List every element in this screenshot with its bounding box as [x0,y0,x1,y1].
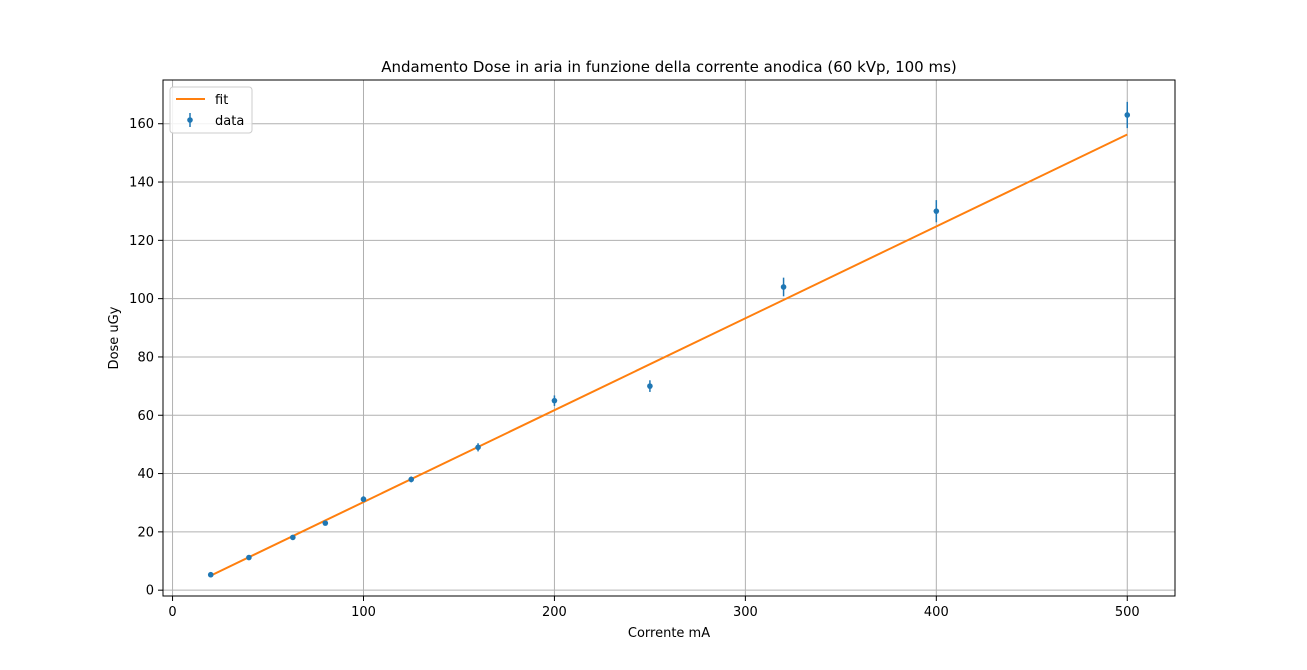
plot-area-frame [162,79,1176,597]
data-point [475,444,481,451]
legend-data-marker-swatch [187,117,193,123]
data-point [322,520,329,526]
y-tick-label: 60 [137,409,154,424]
data-point [408,476,415,483]
y-tick-label: 0 [146,584,154,599]
grid [163,80,1175,596]
data-point [551,397,558,404]
y-tick-label: 40 [137,467,154,482]
legend-data-label: data [215,114,244,129]
y-tick-label: 140 [129,176,154,191]
data-point [780,284,787,290]
x-tick-label: 100 [351,605,376,620]
x-tick-label: 500 [1115,605,1140,620]
y-tick-label: 20 [137,525,154,540]
legend-fit-label: fit [215,93,228,108]
x-tick-label: 300 [733,605,758,620]
y-tick-label: 80 [137,350,154,365]
x-axis: 0 100 200 300 400 500 [168,596,1140,620]
data-point [647,383,653,389]
legend: fit data [169,86,253,134]
y-tick-label: 120 [129,234,154,249]
x-tick-label: 400 [924,605,949,620]
data-point [290,534,296,541]
y-axis-label: Dose uGy [107,306,122,369]
chart-title: Andamento Dose in aria in funzione della… [381,58,957,76]
data-point [207,571,214,578]
data-series [207,101,1131,578]
x-tick-label: 200 [542,605,567,620]
data-point [933,208,940,214]
data-point [360,496,367,503]
x-axis-label: Corrente mA [628,626,710,641]
data-point [246,554,252,561]
y-axis: 0 20 40 60 80 100 120 140 160 [129,117,163,599]
data-point [1124,112,1131,118]
y-tick-label: 160 [129,117,154,132]
x-tick-label: 0 [168,605,176,620]
y-tick-label: 100 [129,292,154,307]
